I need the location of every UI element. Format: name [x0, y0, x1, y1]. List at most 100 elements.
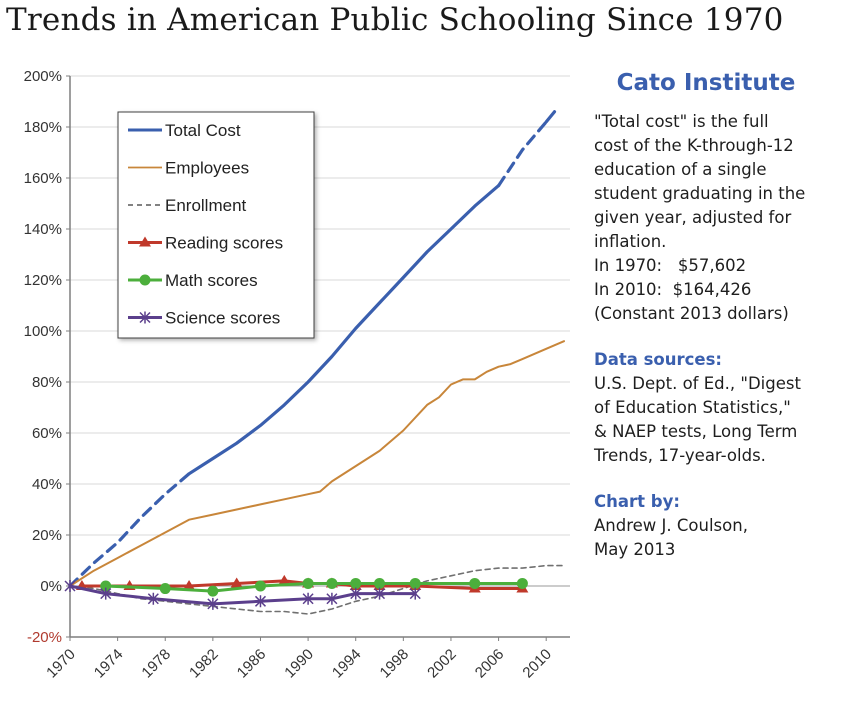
legend-item-reading-scores: Reading scores [128, 234, 283, 253]
series-line-total-cost [497, 120, 548, 188]
page-title: Trends in American Public Schooling Sinc… [6, 2, 784, 38]
legend-item-employees: Employees [128, 159, 249, 178]
x-tick-label: 1990 [281, 646, 317, 682]
data-point-math-scores [159, 583, 171, 595]
legend: Total Cost Employees Enrollment Reading sco… [117, 111, 315, 339]
legend-label: Reading scores [165, 234, 283, 253]
legend-marker [139, 236, 151, 247]
legend-label: Employees [165, 159, 249, 178]
description-line: given year, adjusted for [594, 208, 792, 227]
legend-item-total-cost: Total Cost [128, 121, 241, 140]
data-point-reading-scores [183, 580, 196, 590]
sources-line: & NAEP tests, Long Term [594, 422, 798, 441]
description-line: education of a single [594, 160, 767, 179]
y-tick-label: 20% [32, 527, 62, 544]
legend-label: Math scores [165, 271, 258, 290]
data-point-science-scores [147, 592, 159, 605]
y-axis-ticks: -20% 0% 20% 40% 60% 80% 100% 120% 140% 160% 180% 20… [24, 68, 70, 646]
sidebar-panel: Cato Institute "Total cost" is the full … [594, 66, 840, 562]
data-point-science-scores [100, 587, 112, 600]
y-tick-label: 0% [40, 578, 62, 595]
series-line-science-scores [68, 584, 417, 606]
series-line-total-cost [544, 110, 557, 124]
x-tick-label: 1974 [91, 646, 127, 682]
x-tick-label: 1982 [186, 646, 222, 682]
data-point-reading-scores [278, 574, 291, 585]
line-chart: -20% 0% 20% 40% 60% 80% 100% 120% 140% 160% 180% 20… [24, 68, 570, 681]
data-point-math-scores [254, 580, 266, 592]
series-total-cost [68, 110, 557, 588]
data-point-math-scores [374, 577, 386, 589]
data-sources: Data sources: U.S. Dept. of Ed., "Digest… [594, 348, 840, 468]
data-point-science-scores [350, 587, 362, 600]
y-tick-label: 60% [32, 425, 62, 442]
y-tick-label: -20% [27, 629, 62, 646]
legend-item-math-scores: Math scores [128, 271, 258, 290]
x-tick-label: 1998 [377, 646, 413, 682]
y-tick-label: 80% [32, 374, 62, 391]
data-point-math-scores [302, 577, 314, 589]
series-math-scores [100, 577, 528, 597]
y-tick-label: 200% [24, 68, 62, 85]
cost-1970: In 1970: $57,602 [594, 256, 747, 275]
legend-label: Enrollment [165, 196, 247, 215]
sources-line: Trends, 17-year-olds. [594, 446, 766, 465]
sources-line: U.S. Dept. of Ed., "Digest [594, 374, 801, 393]
grid [70, 75, 570, 638]
legend-marker [139, 274, 151, 286]
data-point-science-scores [64, 580, 76, 592]
description-line: "Total cost" is the full [594, 112, 769, 131]
x-tick-label: 1978 [138, 646, 174, 682]
org-name: Cato Institute [616, 70, 796, 96]
y-tick-label: 40% [32, 476, 62, 493]
cost-2010: In 2010: $164,426 [594, 280, 752, 299]
legend-label: Science scores [165, 309, 280, 328]
legend-box [117, 111, 315, 339]
total-cost-description: "Total cost" is the full cost of the K-t… [594, 110, 840, 326]
data-point-math-scores [409, 577, 421, 589]
data-point-science-scores [254, 595, 267, 608]
y-tick-label: 140% [24, 221, 62, 238]
description-line: inflation. [594, 232, 667, 251]
data-point-math-scores [207, 585, 219, 597]
x-tick-label: 1970 [43, 646, 79, 682]
x-tick-label: 1986 [234, 646, 270, 682]
data-point-science-scores [326, 592, 338, 605]
series-science-scores [64, 580, 421, 610]
data-point-science-scores [409, 587, 421, 600]
y-tick-label: 120% [24, 272, 62, 289]
x-tick-label: 2010 [519, 646, 555, 682]
data-point-math-scores [326, 577, 338, 589]
sources-line: of Education Statistics," [594, 398, 791, 417]
data-point-math-scores [350, 577, 362, 589]
series-line-total-cost [68, 472, 191, 588]
series-employees [69, 340, 565, 587]
description-line: cost of the K-through-12 [594, 136, 794, 155]
legend-item-science-scores: Science scores [128, 309, 280, 328]
legend-label: Total Cost [165, 121, 241, 140]
data-point-science-scores [207, 597, 219, 610]
publish-date: May 2013 [594, 540, 676, 559]
data-point-math-scores [469, 577, 481, 589]
data-sources-heading: Data sources: [594, 350, 723, 369]
legend-marker [139, 311, 151, 324]
y-tick-label: 180% [24, 119, 62, 136]
data-point-science-scores [373, 587, 386, 600]
data-point-math-scores [516, 577, 528, 589]
chart-by-heading: Chart by: [594, 492, 680, 511]
chart-credit: Chart by: Andrew J. Coulson, May 2013 [594, 490, 840, 562]
y-tick-label: 160% [24, 170, 62, 187]
x-axis-ticks: 1970 1974 1978 1982 1986 1990 1994 1998 2002 2006… [43, 637, 555, 681]
x-tick-label: 2002 [424, 646, 460, 682]
legend-item-enrollment: Enrollment [128, 196, 247, 215]
series-line-employees [69, 340, 565, 587]
x-tick-label: 1994 [329, 646, 365, 682]
description-line: student graduating in the [594, 184, 806, 203]
series-group [64, 110, 565, 615]
constant-dollars-note: (Constant 2013 dollars) [594, 304, 789, 323]
data-point-reading-scores [230, 577, 243, 588]
author-name: Andrew J. Coulson, [594, 516, 748, 535]
y-tick-label: 100% [24, 323, 62, 340]
data-point-science-scores [302, 592, 314, 605]
series-line-total-cost [187, 184, 501, 476]
